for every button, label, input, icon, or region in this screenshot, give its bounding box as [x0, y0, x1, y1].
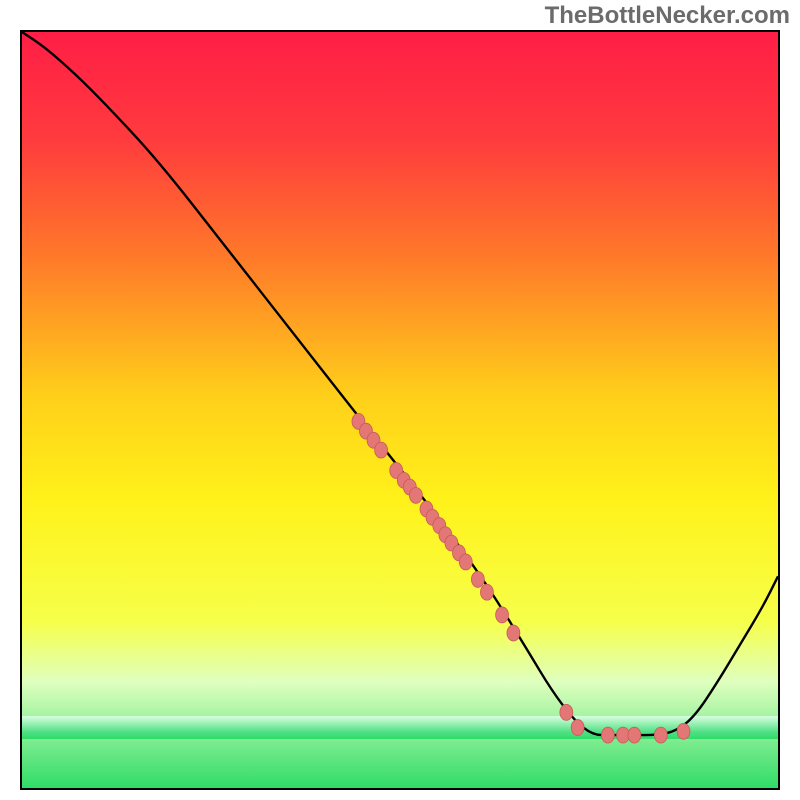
data-marker — [628, 727, 641, 743]
data-marker — [560, 704, 573, 720]
points-layer — [22, 32, 778, 788]
plot-area — [20, 30, 780, 790]
data-marker — [507, 625, 520, 641]
watermark-text: TheBottleNecker.com — [545, 2, 790, 30]
data-marker — [571, 720, 584, 736]
data-marker — [654, 727, 667, 743]
chart-frame: TheBottleNecker.com — [0, 0, 800, 800]
data-marker — [459, 554, 472, 570]
data-marker — [480, 584, 493, 600]
data-marker — [409, 487, 422, 503]
data-marker — [677, 723, 690, 739]
data-marker — [375, 442, 388, 458]
data-marker — [471, 571, 484, 587]
data-marker — [496, 607, 509, 623]
data-marker — [601, 727, 614, 743]
